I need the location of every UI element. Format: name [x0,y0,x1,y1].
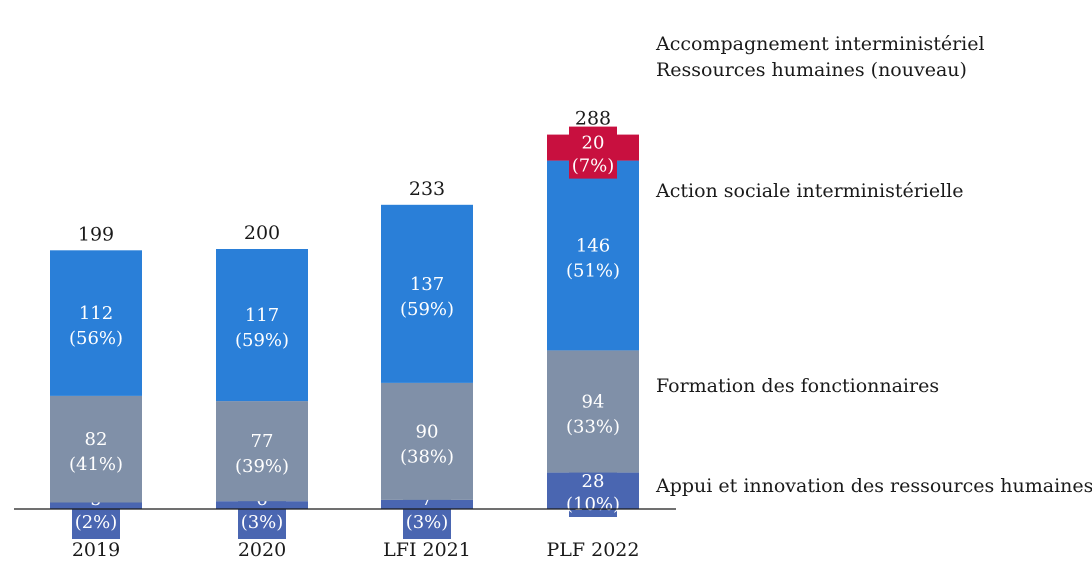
segment-percent-label-1-1: (39%) [235,456,289,477]
bar-segment-1-0 [50,395,142,503]
segment-percent-label-0-2: (3%) [406,512,449,533]
bar-segment-2-0 [50,250,142,396]
bar-segment-1-2 [381,382,473,500]
segment-value-label-1-3: 94 [582,392,605,413]
segment-percent-label-3-3: (7%) [572,156,615,177]
total-label-0: 199 [78,223,114,245]
bar-segment-2-1 [216,249,308,402]
legend-label-3-line-0: Accompagnement interministériel [655,33,985,55]
segment-percent-label-0-0: (2%) [75,512,118,533]
category-label-0: 2019 [72,539,120,561]
segment-percent-label-1-0: (41%) [69,454,123,475]
segment-percent-label-1-2: (38%) [400,446,454,467]
segment-percent-label-0-3: (10%) [566,494,620,515]
legend-label-0: Appui et innovation des ressources humai… [655,475,1092,497]
segment-value-label-1-2: 90 [416,421,439,442]
bar-segment-2-2 [381,204,473,383]
segment-value-label-1-1: 77 [251,431,274,452]
legend-label-1: Formation des fonctionnaires [656,375,939,397]
total-label-1: 200 [244,222,280,244]
segment-percent-label-2-0: (56%) [69,328,123,349]
segment-value-label-3-3: 20 [582,133,605,154]
segment-label-box-3-3 [569,126,617,179]
category-label-3: PLF 2022 [547,539,640,561]
legend-label-3-line-1: Ressources humaines (nouveau) [656,59,967,81]
total-label-3: 288 [575,108,611,130]
total-label-2: 233 [409,178,445,200]
bar-segment-1-3 [547,350,639,473]
segment-percent-label-2-1: (59%) [235,330,289,351]
segment-percent-label-2-2: (59%) [400,299,454,320]
segment-value-label-0-3: 28 [582,471,605,492]
segment-value-label-2-0: 112 [79,303,113,324]
segment-value-label-1-0: 82 [85,429,108,450]
bar-segment-1-1 [216,401,308,502]
category-label-1: 2020 [238,539,286,561]
segment-percent-label-0-1: (3%) [241,512,284,533]
bar-segment-2-3 [547,160,639,351]
legend-label-2: Action sociale interministérielle [655,180,964,202]
segment-value-label-2-2: 137 [410,274,444,295]
segment-value-label-2-1: 117 [245,305,279,326]
category-label-2: LFI 2021 [383,539,471,561]
segment-percent-label-1-3: (33%) [566,417,620,438]
segment-label-box-0-3 [569,464,617,517]
segment-value-label-2-3: 146 [576,236,610,257]
segment-percent-label-2-3: (51%) [566,261,620,282]
